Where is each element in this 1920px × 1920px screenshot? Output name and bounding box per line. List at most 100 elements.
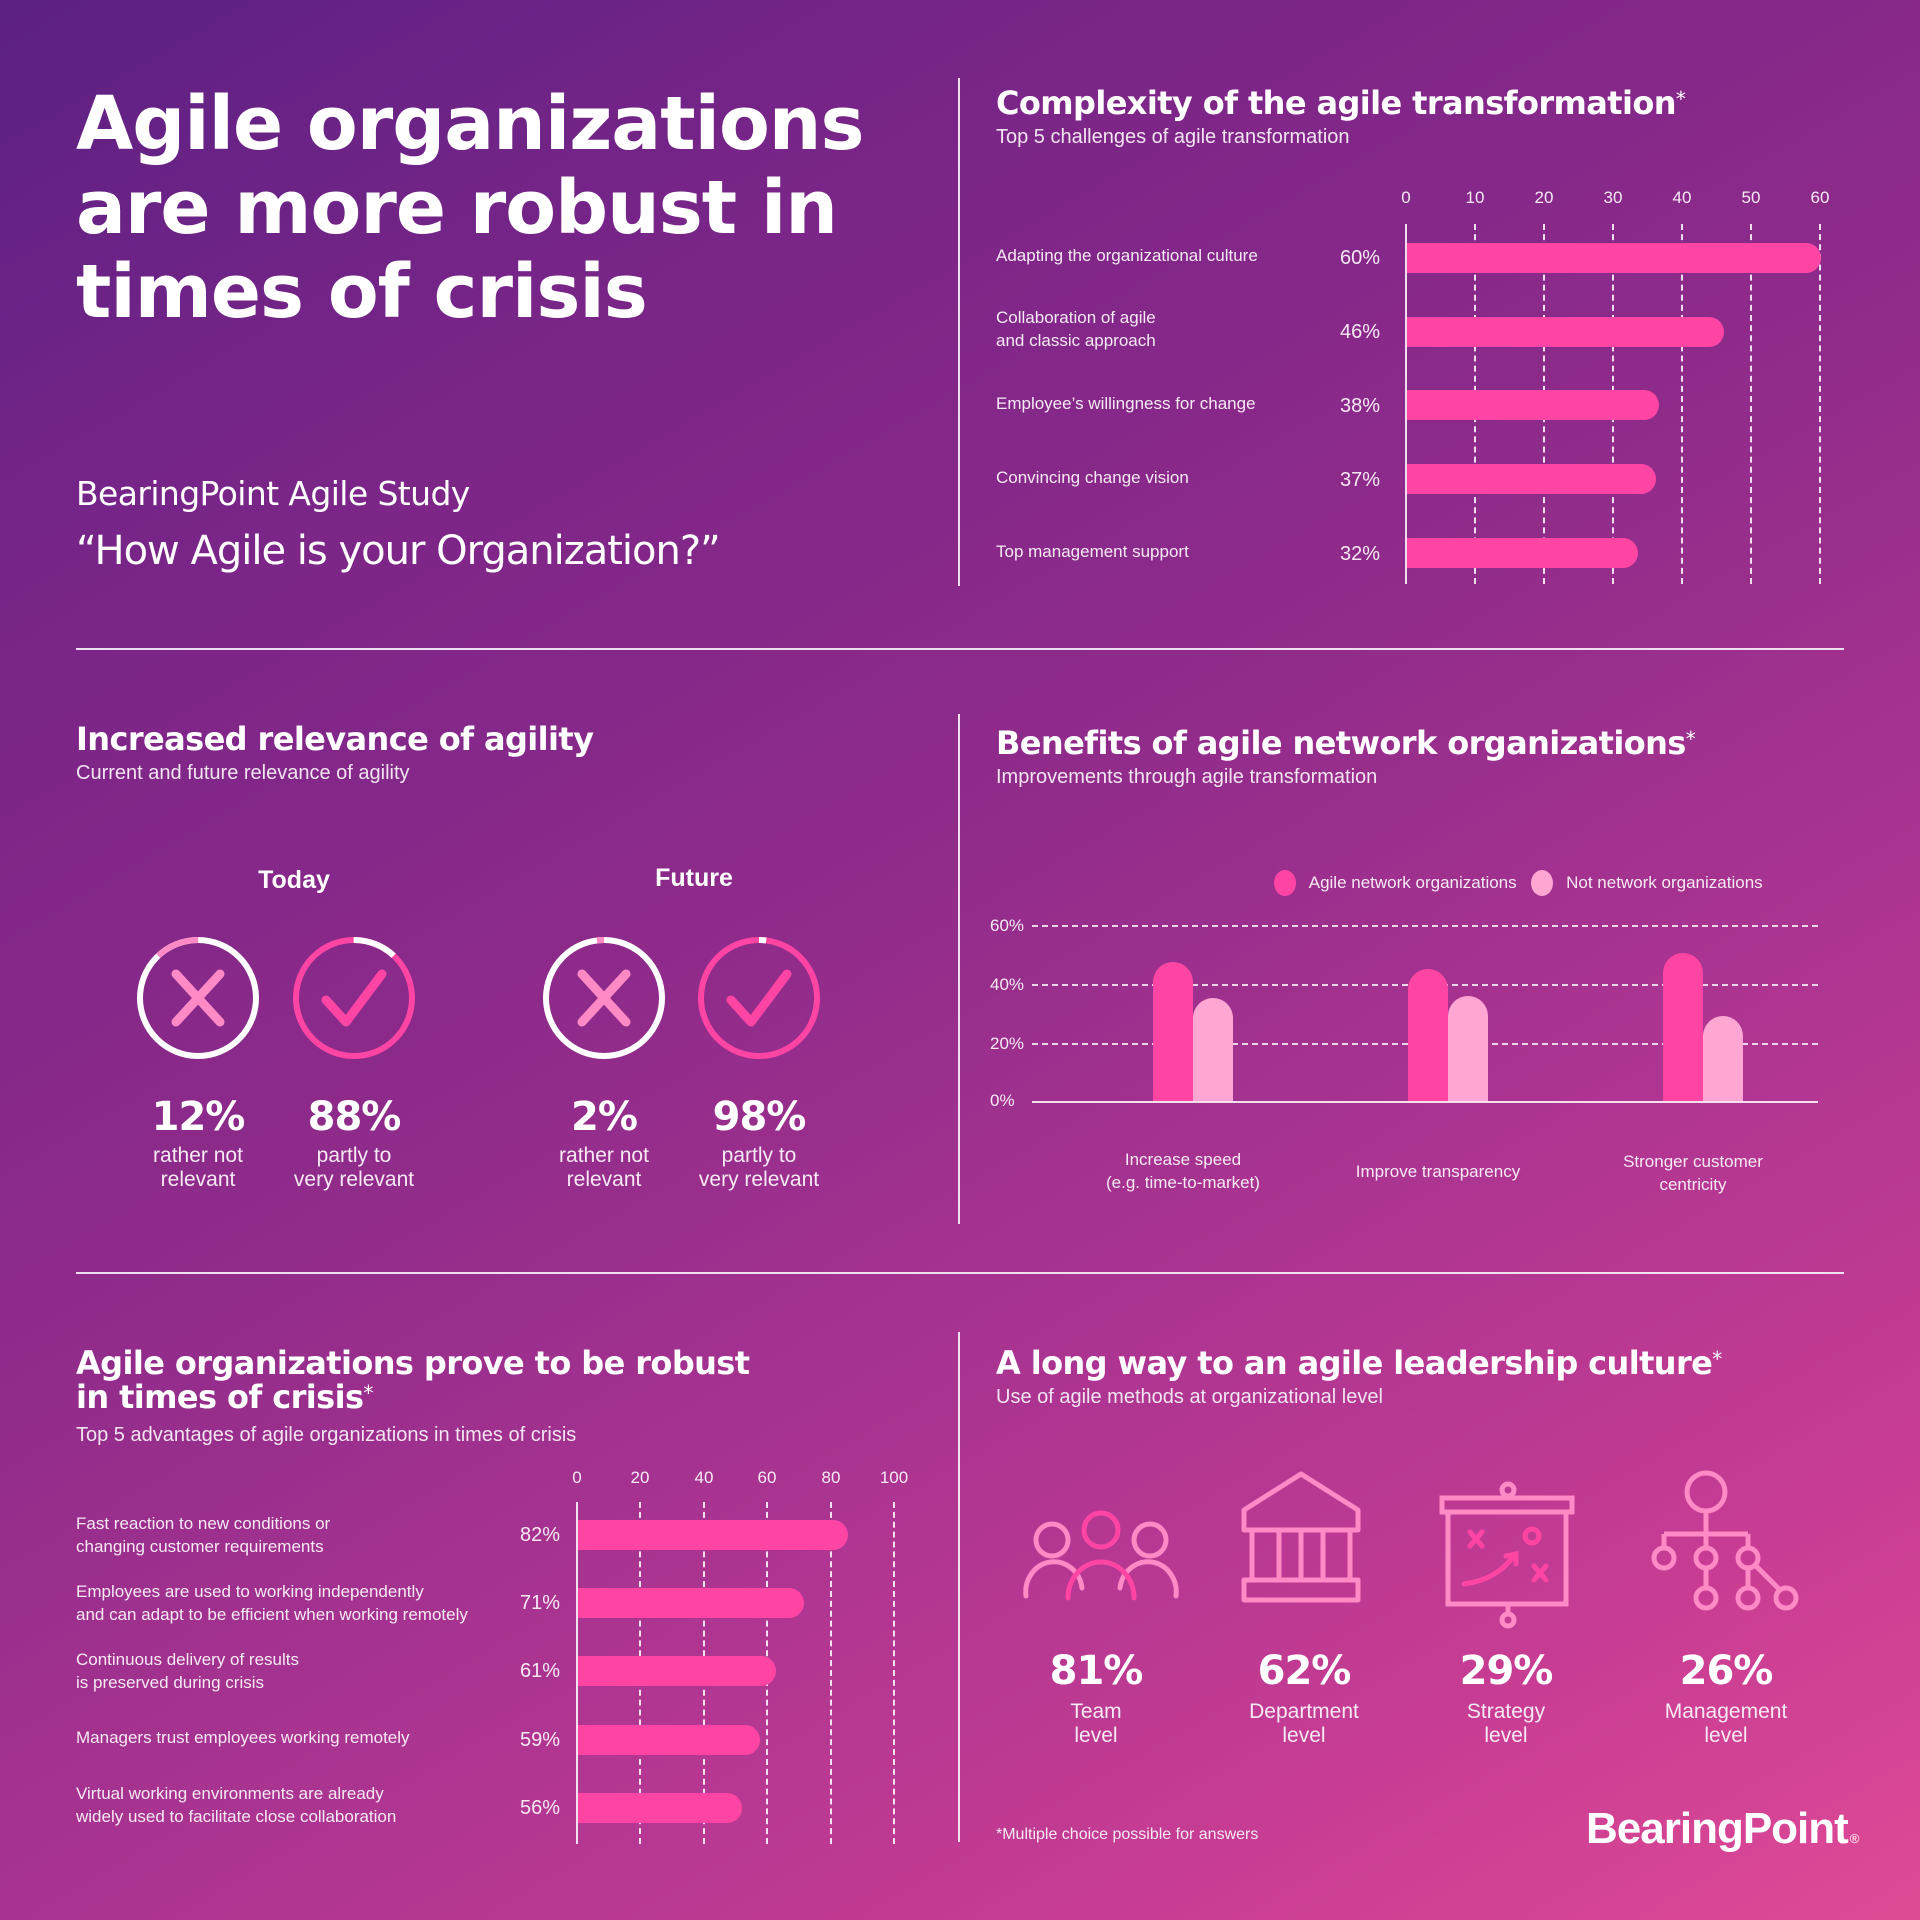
bar-agile-customer <box>1663 953 1703 1101</box>
leadership-stat: 62% Department level <box>1249 1648 1359 1747</box>
robust-bar <box>578 1588 804 1618</box>
y-tick: 40% <box>990 975 1025 994</box>
category-label: Increase speed (e.g. time-to-market) <box>1106 1150 1260 1192</box>
category-label: Improve transparency <box>1355 1162 1521 1181</box>
robust-row-value: 56% <box>520 1797 561 1819</box>
robust-row-label: Employees are used to working independen… <box>76 1582 468 1624</box>
complexity-row-value: 60% <box>1340 247 1381 269</box>
axis-tick: 60 <box>757 1468 777 1487</box>
leadership-icons <box>1023 1470 1799 1629</box>
org-chart-icon <box>1651 1470 1799 1611</box>
strategy-board-icon <box>1439 1481 1575 1629</box>
x-icon <box>543 937 665 1059</box>
robust-bar <box>578 1656 776 1686</box>
complexity-bar <box>1407 464 1656 494</box>
complexity-row-label: Top management support <box>996 542 1189 561</box>
axis-zero-line <box>576 1502 578 1844</box>
study-question: “How Agile is your Organization?” <box>76 528 721 574</box>
robust-row-label: Managers trust employees working remotel… <box>76 1728 410 1747</box>
legend-swatch-agile <box>1274 870 1296 896</box>
relevance-section: Increased relevance of agility Current a… <box>76 722 936 1202</box>
gridline-60 <box>1032 925 1818 927</box>
leadership-subtitle: Use of agile methods at organizational l… <box>996 1386 1383 1408</box>
complexity-bar <box>1407 390 1659 420</box>
robust-row-label: Virtual working environments are already… <box>76 1784 397 1826</box>
brand-logo: BearingPoint ® <box>1586 1804 1859 1853</box>
relevance-title: Increased relevance of agility <box>76 720 594 758</box>
axis-tick: 50 <box>1741 188 1761 207</box>
relevance-stat: 98% partly to very relevant <box>698 1094 820 1191</box>
robust-bar <box>578 1793 742 1823</box>
bar-not-network-customer <box>1703 1016 1743 1101</box>
complexity-row-label: Collaboration of agile and classic appro… <box>996 308 1156 350</box>
footnote: *Multiple choice possible for answers <box>996 1826 1259 1843</box>
complexity-row-value: 37% <box>1340 469 1381 491</box>
axis-tick: 60 <box>1810 188 1830 207</box>
complexity-bar <box>1407 317 1724 347</box>
robust-bar <box>578 1725 760 1755</box>
bar-not-network-speed <box>1193 998 1233 1101</box>
group-label-today: Today <box>258 866 330 894</box>
axis-tick: 0 <box>1401 188 1411 207</box>
gridline <box>893 1502 895 1844</box>
relevance-stat: 2% rather not relevant <box>559 1094 649 1191</box>
benefits-subtitle: Improvements through agile transformatio… <box>996 766 1378 788</box>
leadership-section: A long way to an agile leadership cultur… <box>996 1346 1876 1846</box>
relevance-stat: 12% rather not relevant <box>151 1094 246 1191</box>
leadership-stat: 29% Strategy level <box>1459 1648 1554 1747</box>
divider-vertical-bottom <box>958 1332 960 1842</box>
check-icon <box>698 937 820 1059</box>
gridline <box>830 1502 832 1844</box>
robust-row-value: 59% <box>520 1729 561 1751</box>
complexity-row-label: Employee’s willingness for change <box>996 394 1256 413</box>
leadership-stat: 26% Management level <box>1664 1648 1788 1747</box>
relevance-rings <box>137 937 820 1059</box>
benefits-section: Benefits of agile network organizations*… <box>990 724 1856 1216</box>
complexity-title: Complexity of the agile transformation* <box>996 84 1686 122</box>
bar-not-network-transparency <box>1448 996 1488 1101</box>
axis-baseline <box>1032 1101 1818 1103</box>
robust-row-value: 61% <box>520 1660 561 1682</box>
y-tick: 60% <box>990 916 1025 935</box>
divider-horizontal-1 <box>76 648 1844 650</box>
robust-row-value: 82% <box>520 1524 561 1546</box>
complexity-row-label: Adapting the organizational culture <box>996 246 1258 265</box>
gridline <box>1750 224 1752 584</box>
robust-subtitle: Top 5 advantages of agile organizations … <box>76 1424 577 1446</box>
robust-row-label: Fast reaction to new conditions or chang… <box>76 1514 331 1556</box>
robust-section: Agile organizations prove to be robust i… <box>76 1346 936 1846</box>
complexity-section: Complexity of the agile transformation* … <box>996 86 1856 596</box>
complexity-row-value: 46% <box>1340 321 1381 343</box>
main-title-line-2: are more robust in <box>76 165 838 251</box>
divider-vertical-top <box>958 78 960 586</box>
benefits-title: Benefits of agile network organizations* <box>996 724 1696 762</box>
bar-agile-transparency <box>1408 969 1448 1101</box>
leadership-title: A long way to an agile leadership cultur… <box>996 1344 1722 1382</box>
divider-vertical-middle <box>958 714 960 1224</box>
axis-tick: 40 <box>694 1468 714 1487</box>
gridline <box>1681 224 1683 584</box>
relevance-stat: 88% partly to very relevant <box>293 1094 415 1191</box>
complexity-row-value: 38% <box>1340 395 1381 417</box>
leadership-stat: 81% Team level <box>1049 1648 1144 1747</box>
robust-bar <box>578 1520 848 1550</box>
axis-tick: 20 <box>630 1468 650 1487</box>
robust-row-label: Continuous delivery of results is preser… <box>76 1650 300 1692</box>
axis-tick: 40 <box>1672 188 1692 207</box>
study-name: BearingPoint Agile Study <box>76 474 470 513</box>
robust-row-value: 71% <box>520 1592 561 1614</box>
legend: Agile network organizations Not network … <box>1274 870 1763 896</box>
axis-tick: 10 <box>1465 188 1485 207</box>
category-label: Stronger customer centricity <box>1623 1152 1763 1194</box>
axis-zero-line <box>1405 224 1407 584</box>
team-icon <box>1023 1510 1179 1601</box>
complexity-row-label: Convincing change vision <box>996 468 1189 487</box>
complexity-row-value: 32% <box>1340 543 1381 565</box>
axis-tick: 80 <box>821 1468 841 1487</box>
y-tick: 0% <box>990 1091 1015 1110</box>
x-icon <box>137 937 259 1059</box>
axis-tick: 20 <box>1534 188 1554 207</box>
robust-title: Agile organizations prove to be robust i… <box>76 1344 750 1416</box>
main-title-line-1: Agile organizations <box>76 81 865 167</box>
group-label-future: Future <box>655 864 733 892</box>
